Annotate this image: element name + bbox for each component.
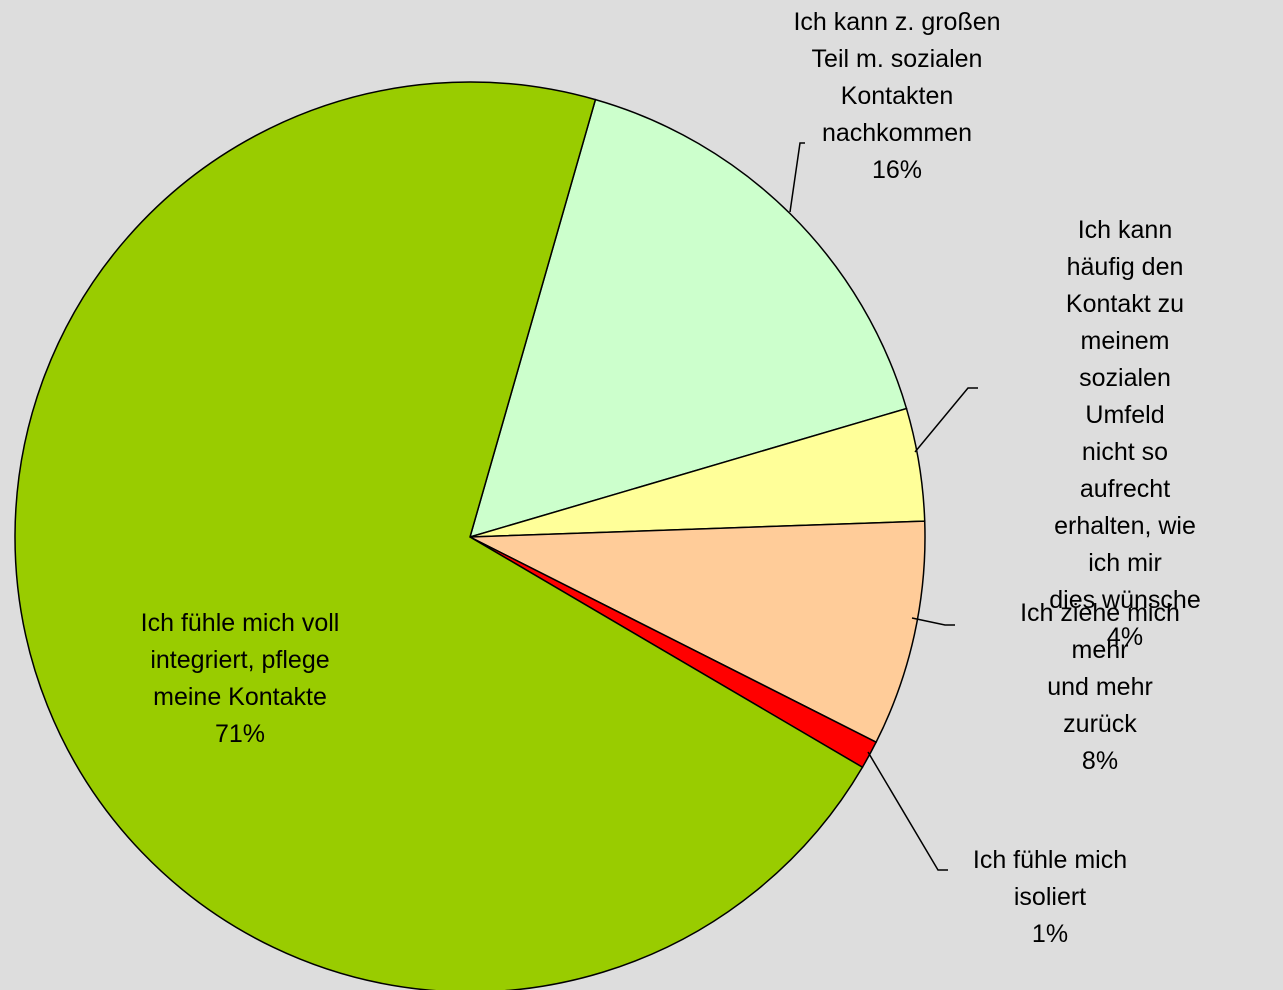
value-label: 4% <box>1106 623 1144 651</box>
pie <box>14 81 926 990</box>
leader-line <box>789 142 805 213</box>
category-label: Ich kann z. großen Teil m. sozialen Kont… <box>793 8 1001 147</box>
value-label: 16% <box>871 156 923 184</box>
category-label: Ich fühle mich voll integriert, pflege m… <box>140 609 340 711</box>
value-label: 8% <box>1081 747 1119 775</box>
category-label: Ich fühle mich isoliert <box>972 846 1128 911</box>
leader-line <box>911 617 955 626</box>
slice-label: Ich fühle mich isoliert 1% <box>973 842 1127 953</box>
value-label: 1% <box>1031 920 1069 948</box>
value-label: 71% <box>214 720 266 748</box>
pie-slice <box>14 81 864 990</box>
slice-label: Ich fühle mich voll integriert, pflege m… <box>141 605 340 753</box>
pie-slice <box>469 520 926 744</box>
slice-label: Ich kann häufig den Kontakt zu meinem so… <box>1046 212 1204 656</box>
leader-line <box>914 387 978 453</box>
pie-slice <box>468 98 908 539</box>
leader-line <box>867 751 948 871</box>
category-label: Ich ziehe mich mehr und mehr zurück <box>1020 599 1180 738</box>
category-label: Ich kann häufig den Kontakt zu meinem so… <box>1049 216 1201 614</box>
slice-label: Ich ziehe mich mehr und mehr zurück 8% <box>1009 595 1192 780</box>
slice-label: Ich kann z. großen Teil m. sozialen Kont… <box>793 4 1000 189</box>
leader-lines <box>789 142 978 871</box>
